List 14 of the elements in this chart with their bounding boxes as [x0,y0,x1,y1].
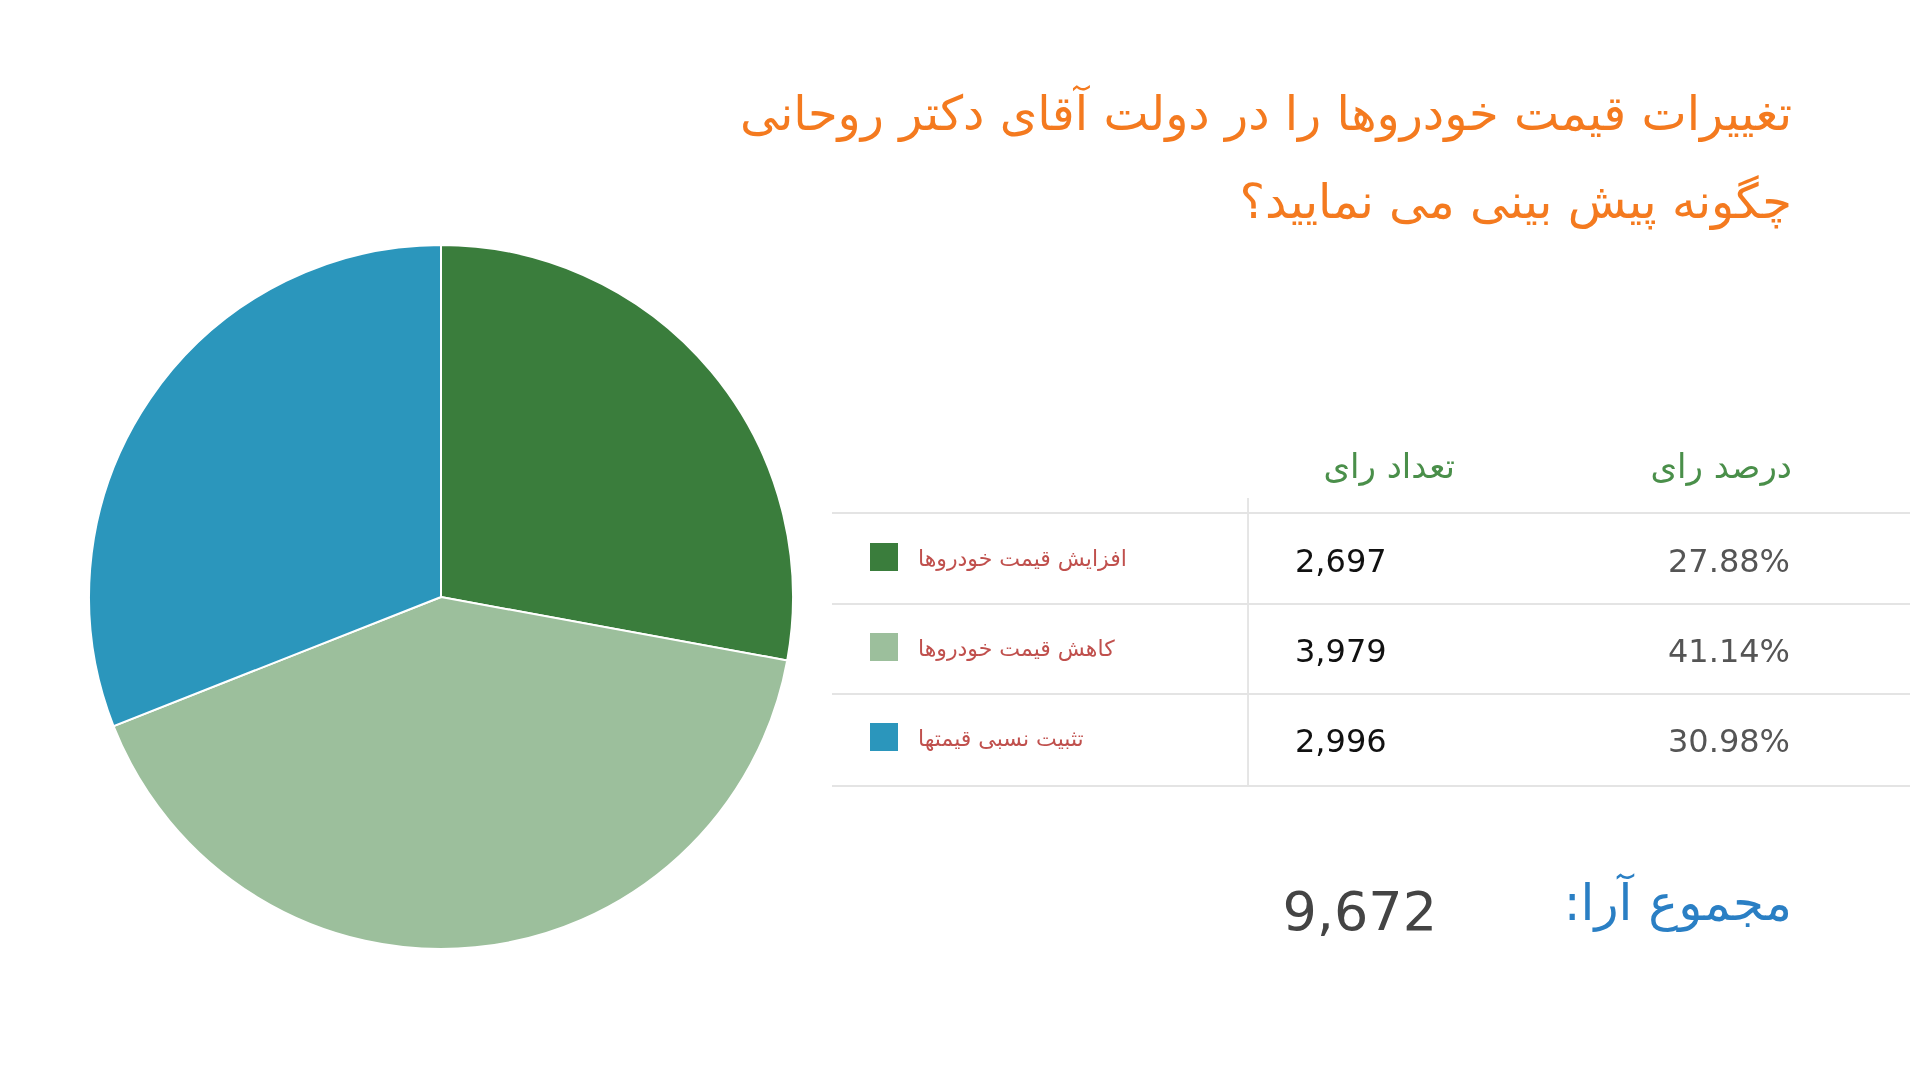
chart-title: تغییرات قیمت خودروها را در دولت آقای دکتر روحانی چگونه پیش بینی می نمایید؟ [739,84,1792,230]
text: تعداد رای [1323,446,1455,486]
data-label: 3,979 [1295,632,1387,670]
data-label: 2,697 [1295,542,1387,580]
legend-label: افزایش قیمت خودروها [918,546,1127,572]
text: 27.88% [1667,542,1790,580]
text: 30.98% [1667,722,1790,760]
legend-label: تثبیت نسبی قیمتها [918,726,1084,751]
data-label: 2,996 [1295,722,1387,760]
legend-label: کاهش قیمت خودروها [918,636,1116,662]
text: 41.14% [1667,632,1790,670]
text: 9,672 [1282,880,1437,943]
text: مجموع آرا: [1563,873,1792,932]
text: درصد رای [1650,446,1792,486]
